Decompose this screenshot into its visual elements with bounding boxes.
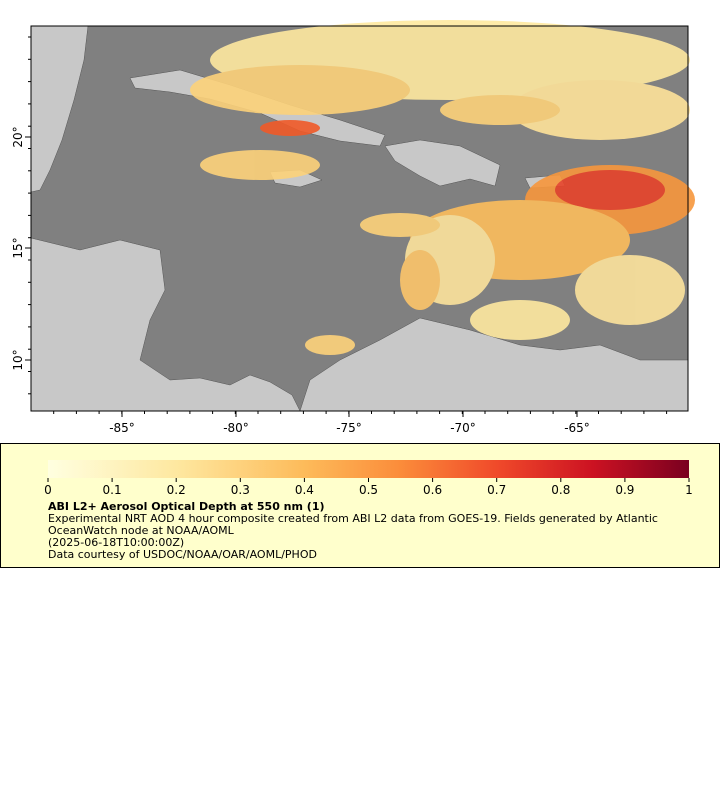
caption: ABI L2+ Aerosol Optical Depth at 550 nm … xyxy=(48,501,688,561)
map-frame xyxy=(30,25,689,412)
legend-panel: 0 0.1 0.2 0.3 0.4 0.5 0.6 0.7 0.8 0.9 1 ABI L2+ Ae… xyxy=(0,443,720,568)
x-tick-label: -85° xyxy=(109,421,135,435)
x-tick-label: -75° xyxy=(336,421,362,435)
caption-credit: Data courtesy of USDOC/NOAA/OAR/AOML/PHO… xyxy=(48,548,317,561)
caption-title: ABI L2+ Aerosol Optical Depth at 550 nm … xyxy=(48,500,325,513)
colorbar-tick-label: 0.2 xyxy=(167,483,186,497)
colorbar-tick-label: 0.1 xyxy=(103,483,122,497)
colorbar-tick-label: 0.5 xyxy=(359,483,378,497)
x-tick-label: -65° xyxy=(564,421,590,435)
colorbar-ramp xyxy=(48,460,689,478)
map: -85° -80° -75° -70° -65° 20° 15° 10° xyxy=(11,20,695,435)
y-tick-label: 10° xyxy=(11,349,25,370)
colorbar-tick-label: 0.4 xyxy=(295,483,314,497)
caption-time: (2025-06-18T10:00:00Z) xyxy=(48,536,185,549)
colorbar-tick-label: 0.8 xyxy=(551,483,570,497)
colorbar-tick-label: 0 xyxy=(44,483,52,497)
x-tick-label: -80° xyxy=(223,421,249,435)
x-tick-label: -70° xyxy=(450,421,476,435)
colorbar: 0 0.1 0.2 0.3 0.4 0.5 0.6 0.7 0.8 0.9 1 xyxy=(44,460,693,497)
colorbar-tick-label: 0.3 xyxy=(231,483,250,497)
colorbar-tick-label: 0.9 xyxy=(615,483,634,497)
y-tick-label: 20° xyxy=(11,126,25,147)
caption-description: Experimental NRT AOD 4 hour composite cr… xyxy=(48,512,658,537)
colorbar-tick-label: 1 xyxy=(685,483,693,497)
y-tick-label: 15° xyxy=(11,237,25,258)
colorbar-tick-label: 0.6 xyxy=(423,483,442,497)
colorbar-tick-label: 0.7 xyxy=(487,483,506,497)
aerosol-field xyxy=(190,20,695,355)
